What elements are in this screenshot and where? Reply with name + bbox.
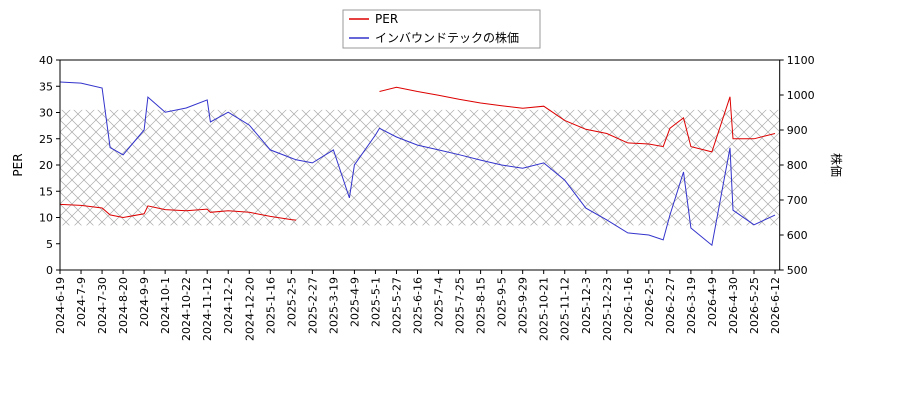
x-tick-label: 2024-7-9 [75,277,88,327]
y2-tick-label: 900 [787,124,808,137]
x-tick-label: 2025-7-25 [454,277,467,334]
y2-tick-label: 700 [787,194,808,207]
x-tick-label: 2025-11-12 [559,277,572,341]
x-tick-label: 2024-12-20 [243,277,256,341]
x-tick-label: 2026-4-9 [706,277,719,327]
y-tick-label: 10 [39,212,53,225]
x-tick-label: 2025-3-19 [327,277,340,334]
y2-tick-label: 1000 [787,89,815,102]
series-line [59,81,776,247]
x-tick-label: 2026-6-12 [769,277,782,334]
y-tick-label: 35 [39,80,53,93]
x-tick-label: 2026-3-19 [685,277,698,334]
y-axis-label: PER [11,153,25,176]
x-tick-label: 2024-10-1 [159,277,172,334]
x-tick-label: 2026-2-5 [643,277,656,327]
y-tick-label: 40 [39,54,53,67]
y-tick-label: 25 [39,133,53,146]
legend-label: PER [375,12,398,26]
x-tick-label: 2025-4-9 [348,277,361,327]
series-line [59,86,776,221]
y2-axis-label: 株価 [829,153,844,177]
x-tick-label: 2025-6-16 [412,277,425,334]
x-tick-label: 2024-9-9 [138,277,151,327]
x-tick-label: 2026-1-16 [622,277,635,334]
x-tick-label: 2026-5-25 [748,277,761,334]
legend-label: インバウンドテックの株価 [375,30,519,45]
y-tick-label: 30 [39,107,53,120]
y2-tick-label: 1100 [787,54,815,67]
x-tick-label: 2026-4-30 [727,277,740,334]
x-tick-label: 2024-12-2 [222,277,235,334]
y2-tick-label: 500 [787,264,808,277]
x-tick-label: 2026-2-27 [664,277,677,334]
x-tick-label: 2025-5-1 [369,277,382,327]
x-tick-label: 2024-6-19 [54,277,67,334]
y-tick-label: 0 [46,264,53,277]
x-tick-label: 2025-2-5 [285,277,298,327]
x-tick-label: 2025-8-15 [475,277,488,334]
y-tick-label: 20 [39,159,53,172]
x-tick-label: 2024-8-20 [117,277,130,334]
x-tick-label: 2025-9-29 [517,277,530,334]
y2-tick-label: 600 [787,229,808,242]
y-tick-label: 5 [46,238,53,251]
plot-frame [59,59,781,271]
shaded-range [60,109,780,226]
x-tick-label: 2025-12-23 [601,277,614,341]
x-tick-label: 2025-9-5 [496,277,509,327]
x-tick-label: 2024-11-12 [201,277,214,341]
x-tick-label: 2025-5-27 [390,277,403,334]
legend-box [342,9,541,49]
x-tick-label: 2025-1-16 [264,277,277,334]
x-tick-label: 2024-10-22 [180,277,193,341]
x-tick-label: 2025-2-27 [306,277,319,334]
y-tick-label: 15 [39,185,53,198]
x-tick-label: 2024-7-30 [96,277,109,334]
x-tick-label: 2025-10-21 [538,277,551,341]
x-tick-label: 2025-7-4 [433,277,446,327]
y2-tick-label: 800 [787,159,808,172]
x-tick-label: 2025-12-3 [580,277,593,334]
